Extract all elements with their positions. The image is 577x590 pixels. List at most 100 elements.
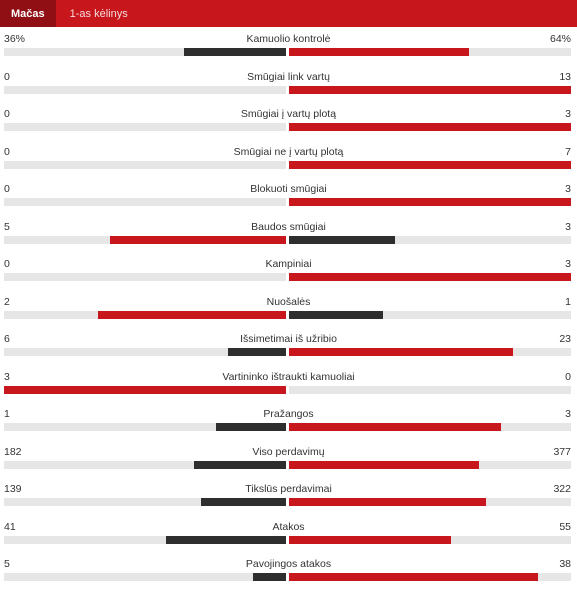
home-value: 6	[4, 333, 10, 345]
away-bar-track	[289, 498, 571, 506]
away-value: 3	[565, 258, 571, 270]
home-bar-track	[4, 48, 286, 56]
home-bar-fill	[165, 535, 286, 544]
home-bar-fill	[109, 235, 286, 244]
tab-bar: Mačas 1-as kėlinys	[0, 0, 577, 27]
away-value: 1	[565, 295, 571, 308]
stats-list: 36% Kamuolio kontrolė 64% 0 Smūgiai link var…	[0, 27, 577, 590]
away-bar-fill	[289, 498, 486, 506]
stat-row: 0 Blokuoti smūgiai 3	[0, 177, 577, 215]
away-value: 55	[559, 520, 571, 533]
away-bar-track	[289, 48, 571, 56]
away-value: 3	[565, 220, 571, 233]
away-value: 0	[565, 370, 571, 383]
home-value: 182	[4, 445, 22, 458]
away-bar-track	[289, 348, 571, 356]
home-bar-track	[4, 310, 286, 319]
away-bar-fill	[289, 460, 480, 469]
away-bar-track	[289, 423, 571, 431]
away-bar-track	[289, 198, 571, 206]
stat-label: Smūgiai į vartų plotą	[240, 108, 337, 120]
stat-row: 0 Smūgiai ne į vartų plotą 7	[0, 140, 577, 178]
stat-row: 2 Nuošalės 1	[0, 290, 577, 328]
home-value: 0	[4, 70, 10, 83]
stat-row: 5 Baudos smūgiai 3	[0, 215, 577, 253]
away-bar-fill	[289, 310, 383, 319]
away-bar-track	[289, 573, 571, 581]
home-bar-fill	[184, 48, 286, 56]
home-value: 0	[4, 258, 10, 270]
home-value: 5	[4, 558, 10, 570]
stat-label: Baudos smūgiai	[251, 220, 326, 233]
stat-label: Pražangos	[263, 408, 314, 420]
away-bar-fill	[289, 85, 571, 94]
stat-label: Kamuolio kontrolė	[246, 33, 331, 45]
home-value: 1	[4, 408, 10, 420]
stat-label: Išsimetimai iš užribio	[240, 333, 337, 345]
home-bar-fill	[227, 348, 286, 356]
stat-row: 0 Kampiniai 3	[0, 252, 577, 290]
home-value: 3	[4, 370, 10, 383]
away-bar-track	[289, 273, 571, 281]
home-value: 5	[4, 220, 10, 233]
stat-row: 5 Pavojingos atakos 38	[0, 552, 577, 590]
away-bar-track	[289, 85, 571, 94]
away-value: 23	[559, 333, 571, 345]
away-value: 13	[559, 70, 571, 83]
home-bar-track	[4, 123, 286, 131]
away-bar-fill	[289, 348, 513, 356]
home-bar-track	[4, 498, 286, 506]
stat-label: Kampiniai	[265, 258, 312, 270]
away-bar-fill	[289, 535, 451, 544]
away-bar-track	[289, 310, 571, 319]
away-value: 64%	[549, 33, 571, 45]
stat-label: Smūgiai ne į vartų plotą	[233, 145, 344, 158]
stat-row: 36% Kamuolio kontrolė 64%	[0, 27, 577, 65]
away-value: 7	[565, 145, 571, 158]
away-value: 377	[553, 445, 571, 458]
home-value: 0	[4, 145, 10, 158]
home-bar-track	[4, 198, 286, 206]
home-bar-track	[4, 460, 286, 469]
stat-label: Smūgiai link vartų	[247, 70, 330, 83]
home-bar-fill	[4, 385, 286, 394]
home-bar-track	[4, 385, 286, 394]
stat-row: 41 Atakos 55	[0, 515, 577, 553]
away-bar-track	[289, 460, 571, 469]
home-bar-track	[4, 235, 286, 244]
away-bar-track	[289, 535, 571, 544]
home-bar-track	[4, 573, 286, 581]
home-value: 2	[4, 295, 10, 308]
away-bar-track	[289, 160, 571, 169]
stat-label: Viso perdavimų	[252, 445, 325, 458]
away-bar-track	[289, 235, 571, 244]
home-value: 139	[4, 483, 22, 495]
away-value: 3	[565, 408, 571, 420]
stat-row: 3 Vartininko ištraukti kamuoliai 0	[0, 365, 577, 403]
stat-row: 0 Smūgiai link vartų 13	[0, 65, 577, 103]
away-bar-fill	[289, 198, 571, 206]
away-bar-fill	[289, 423, 501, 431]
stat-row: 182 Viso perdavimų 377	[0, 440, 577, 478]
stat-label: Blokuoti smūgiai	[250, 183, 327, 195]
stat-row: 139 Tikslūs perdavimai 322	[0, 477, 577, 515]
tab-match[interactable]: Mačas	[0, 0, 56, 27]
tab-first-half[interactable]: 1-as kėlinys	[69, 7, 128, 20]
stat-label: Tikslūs perdavimai	[245, 483, 332, 495]
home-bar-fill	[98, 310, 286, 319]
home-bar-track	[4, 160, 286, 169]
home-bar-track	[4, 85, 286, 94]
home-bar-track	[4, 423, 286, 431]
home-value: 41	[4, 520, 16, 533]
stat-row: 0 Smūgiai į vartų plotą 3	[0, 102, 577, 140]
home-bar-track	[4, 348, 286, 356]
stat-label: Vartininko ištraukti kamuoliai	[222, 370, 355, 383]
stat-label: Nuošalės	[266, 295, 311, 308]
home-value: 36%	[4, 33, 26, 45]
away-bar-track	[289, 123, 571, 131]
away-bar-track	[289, 385, 571, 394]
away-bar-fill	[289, 123, 571, 131]
away-bar-fill	[289, 573, 539, 581]
away-value: 38	[559, 558, 571, 570]
home-value: 0	[4, 183, 10, 195]
